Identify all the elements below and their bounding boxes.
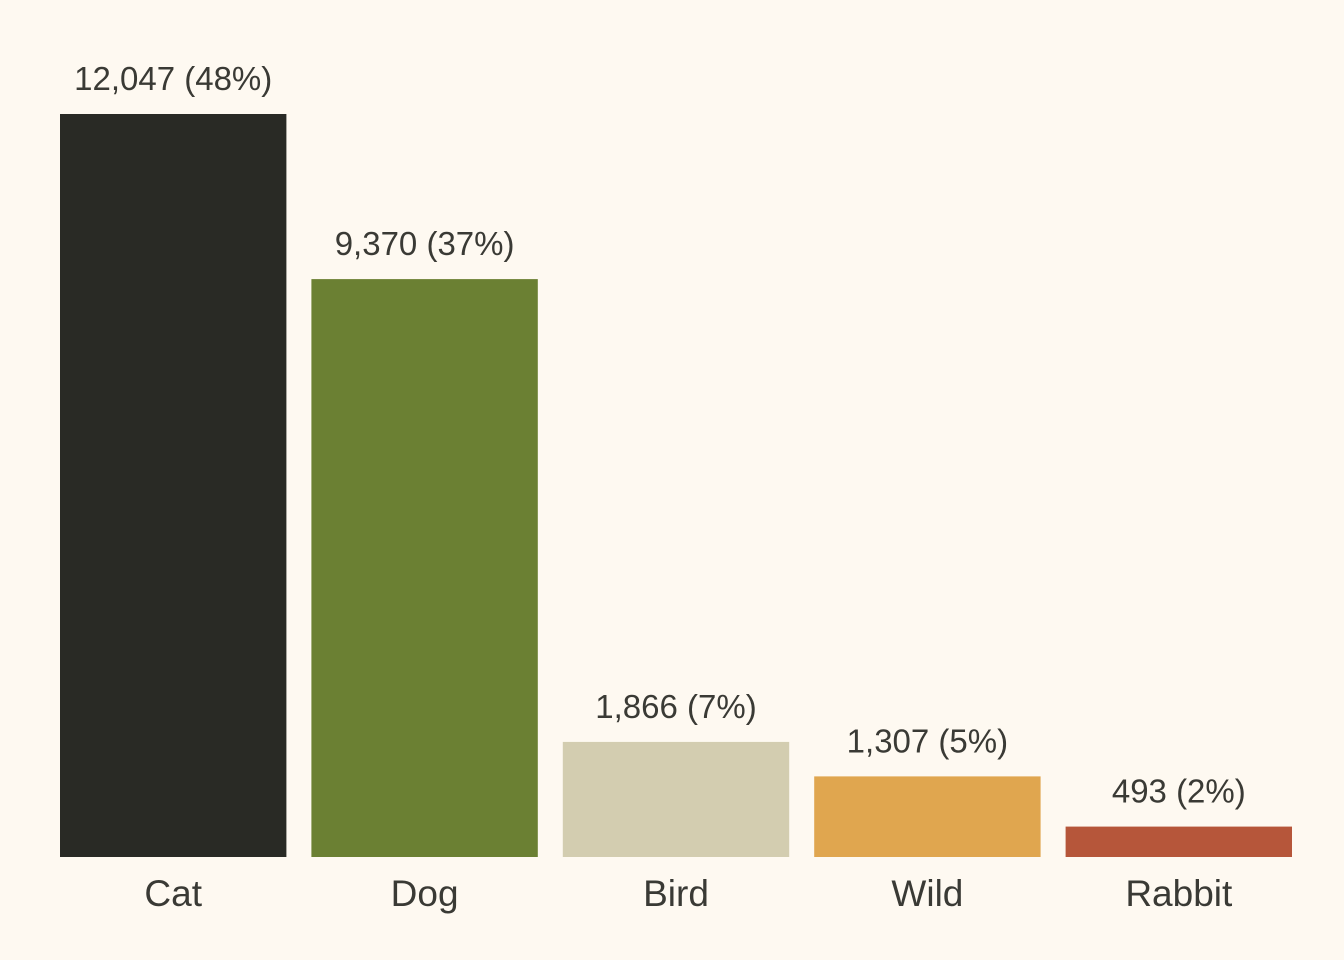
bar-bird xyxy=(562,741,790,857)
x-tick-label-rabbit: Rabbit xyxy=(1125,873,1233,914)
data-label-cat: 12,047 (48%) xyxy=(74,60,272,97)
bar-dog xyxy=(311,279,538,857)
x-tick-labels-group: Cat Dog Bird Wild Rabbit xyxy=(144,873,1233,914)
x-tick-label-wild: Wild xyxy=(891,873,963,914)
data-label-bird: 1,866 (7%) xyxy=(595,688,756,725)
x-tick-label-bird: Bird xyxy=(643,873,709,914)
bar-wild xyxy=(814,776,1041,857)
bar-cat xyxy=(60,114,287,857)
x-tick-label-dog: Dog xyxy=(391,873,459,914)
data-label-wild: 1,307 (5%) xyxy=(847,722,1008,759)
value-labels-group: 12,047 (48%) 9,370 (37%) 1,866 (7%) 1,307 (… xyxy=(74,60,1246,810)
x-tick-label-cat: Cat xyxy=(144,873,202,914)
data-label-rabbit: 493 (2%) xyxy=(1112,773,1246,810)
data-label-dog: 9,370 (37%) xyxy=(335,225,515,262)
bars-group xyxy=(60,114,1292,857)
bar-rabbit xyxy=(1065,826,1292,857)
